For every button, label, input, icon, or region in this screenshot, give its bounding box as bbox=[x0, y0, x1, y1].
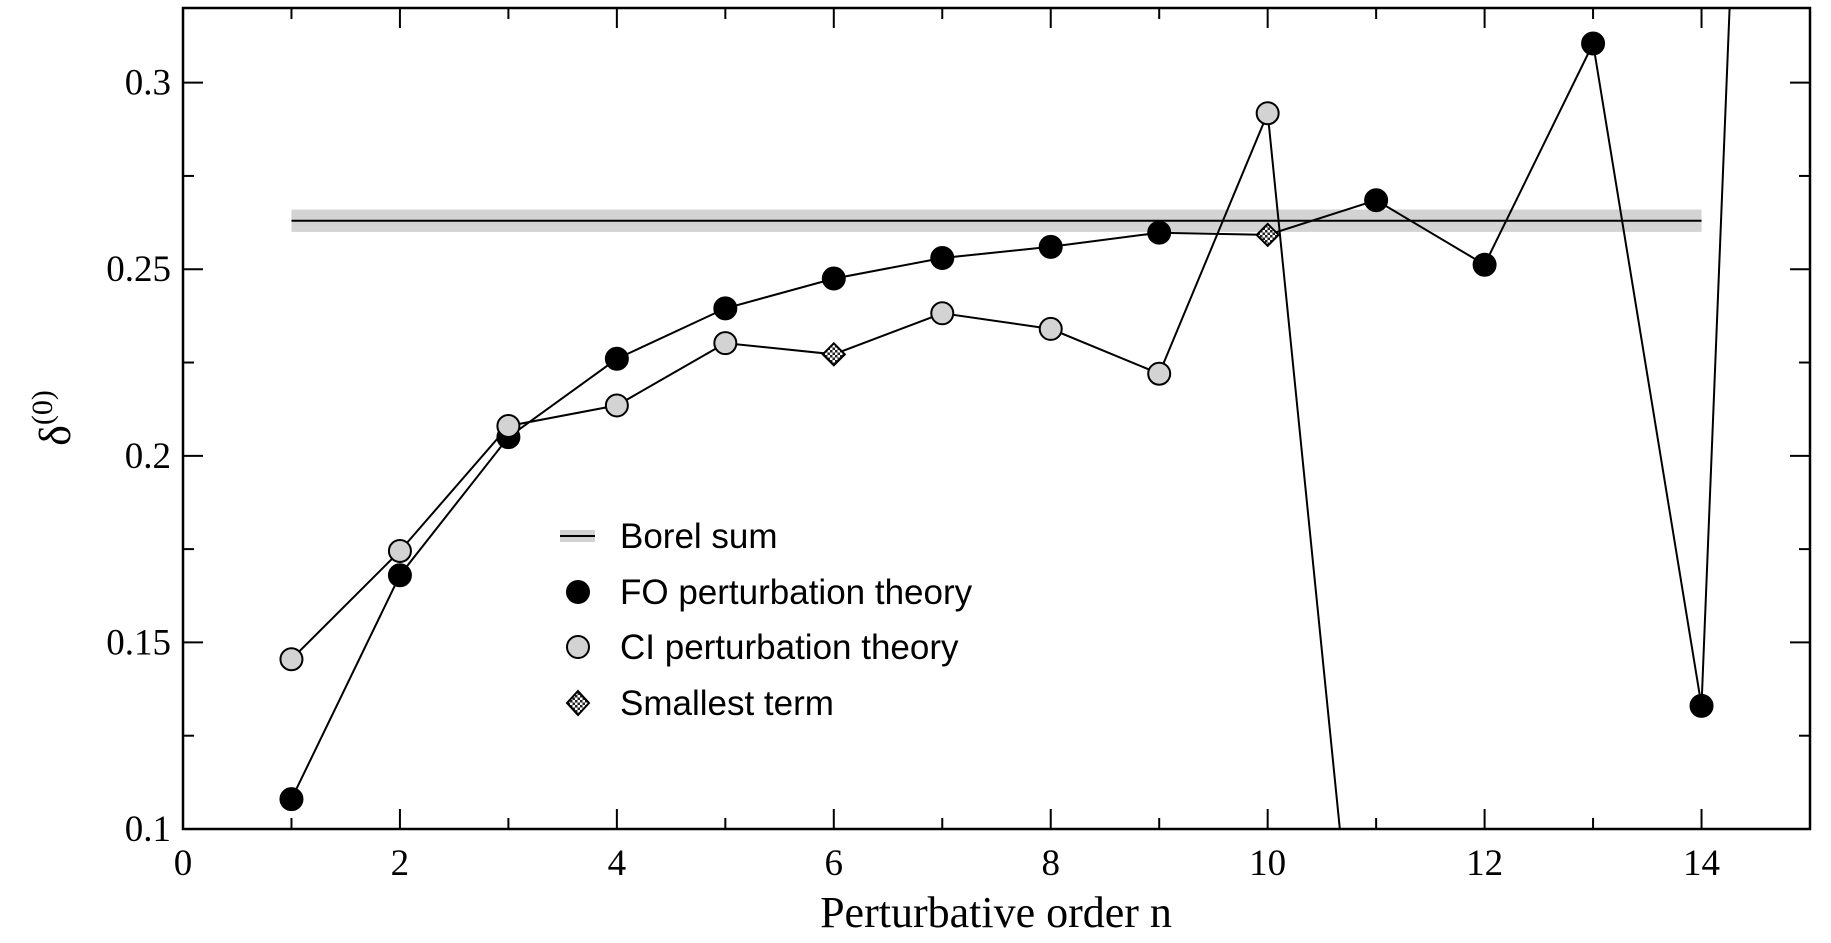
x-tick-label: 14 bbox=[1683, 843, 1720, 884]
x-tick-label: 0 bbox=[174, 843, 193, 884]
fo-point bbox=[930, 246, 955, 271]
x-axis-title: Perturbative order n bbox=[820, 888, 1172, 937]
ci-point bbox=[930, 301, 955, 326]
borel-sum-layer bbox=[291, 209, 1702, 232]
series-line-fo bbox=[290, 8, 1731, 800]
x-tick-label: 8 bbox=[1041, 843, 1060, 884]
fo-point bbox=[387, 563, 412, 588]
fo-point bbox=[1581, 31, 1606, 56]
y-tick-label: 0.1 bbox=[125, 809, 171, 850]
fo-point bbox=[1689, 693, 1714, 718]
fo-point bbox=[713, 296, 738, 321]
tick-layer: 0 2 4 6 8 10 12 14 0.1 0.15 0.2 0.25 0.3 bbox=[106, 8, 1811, 884]
plot-frame bbox=[181, 6, 1812, 831]
fo-point bbox=[1147, 220, 1172, 245]
y-axis-title: δ(0) bbox=[26, 390, 80, 446]
ci-point bbox=[1255, 101, 1280, 126]
legend-ci-label: CI perturbation theory bbox=[620, 628, 959, 667]
x-tick-label: 12 bbox=[1466, 843, 1503, 884]
fo-point bbox=[821, 266, 846, 291]
fo-point bbox=[604, 346, 629, 371]
y-tick-label: 0.3 bbox=[125, 63, 171, 104]
fo-point bbox=[279, 787, 304, 812]
legend: Borel sum FO perturbation theory CI pert… bbox=[560, 517, 973, 723]
legend-fo-marker bbox=[566, 580, 590, 604]
smallest-term-point bbox=[1255, 222, 1281, 248]
y-axis-title-sup: (0) bbox=[26, 390, 59, 425]
legend-ci-marker bbox=[566, 635, 590, 659]
smallest-term-point bbox=[821, 341, 847, 367]
x-tick-label: 10 bbox=[1249, 843, 1286, 884]
x-tick-label: 6 bbox=[825, 843, 844, 884]
legend-smallest-marker bbox=[565, 689, 591, 717]
fo-point bbox=[1472, 252, 1497, 277]
y-axis-title-base: δ bbox=[31, 425, 80, 446]
legend-smallest-label: Smallest term bbox=[620, 684, 834, 723]
ci-point bbox=[604, 393, 629, 418]
y-tick-label: 0.15 bbox=[106, 622, 171, 663]
y-tick-label: 0.25 bbox=[106, 249, 171, 290]
ci-point bbox=[1038, 316, 1063, 341]
x-tick-label: 2 bbox=[391, 843, 410, 884]
fo-point bbox=[1364, 188, 1389, 213]
fo-point bbox=[1038, 234, 1063, 259]
y-tick-label: 0.2 bbox=[125, 436, 171, 477]
legend-fo-label: FO perturbation theory bbox=[620, 573, 973, 612]
legend-borel-label: Borel sum bbox=[620, 517, 778, 556]
marker-layer bbox=[279, 31, 1714, 812]
ci-point bbox=[387, 538, 412, 563]
ci-point bbox=[279, 647, 304, 672]
x-tick-label: 4 bbox=[608, 843, 627, 884]
ci-point bbox=[713, 331, 738, 356]
ci-point bbox=[496, 413, 521, 438]
ci-point bbox=[1147, 361, 1172, 386]
